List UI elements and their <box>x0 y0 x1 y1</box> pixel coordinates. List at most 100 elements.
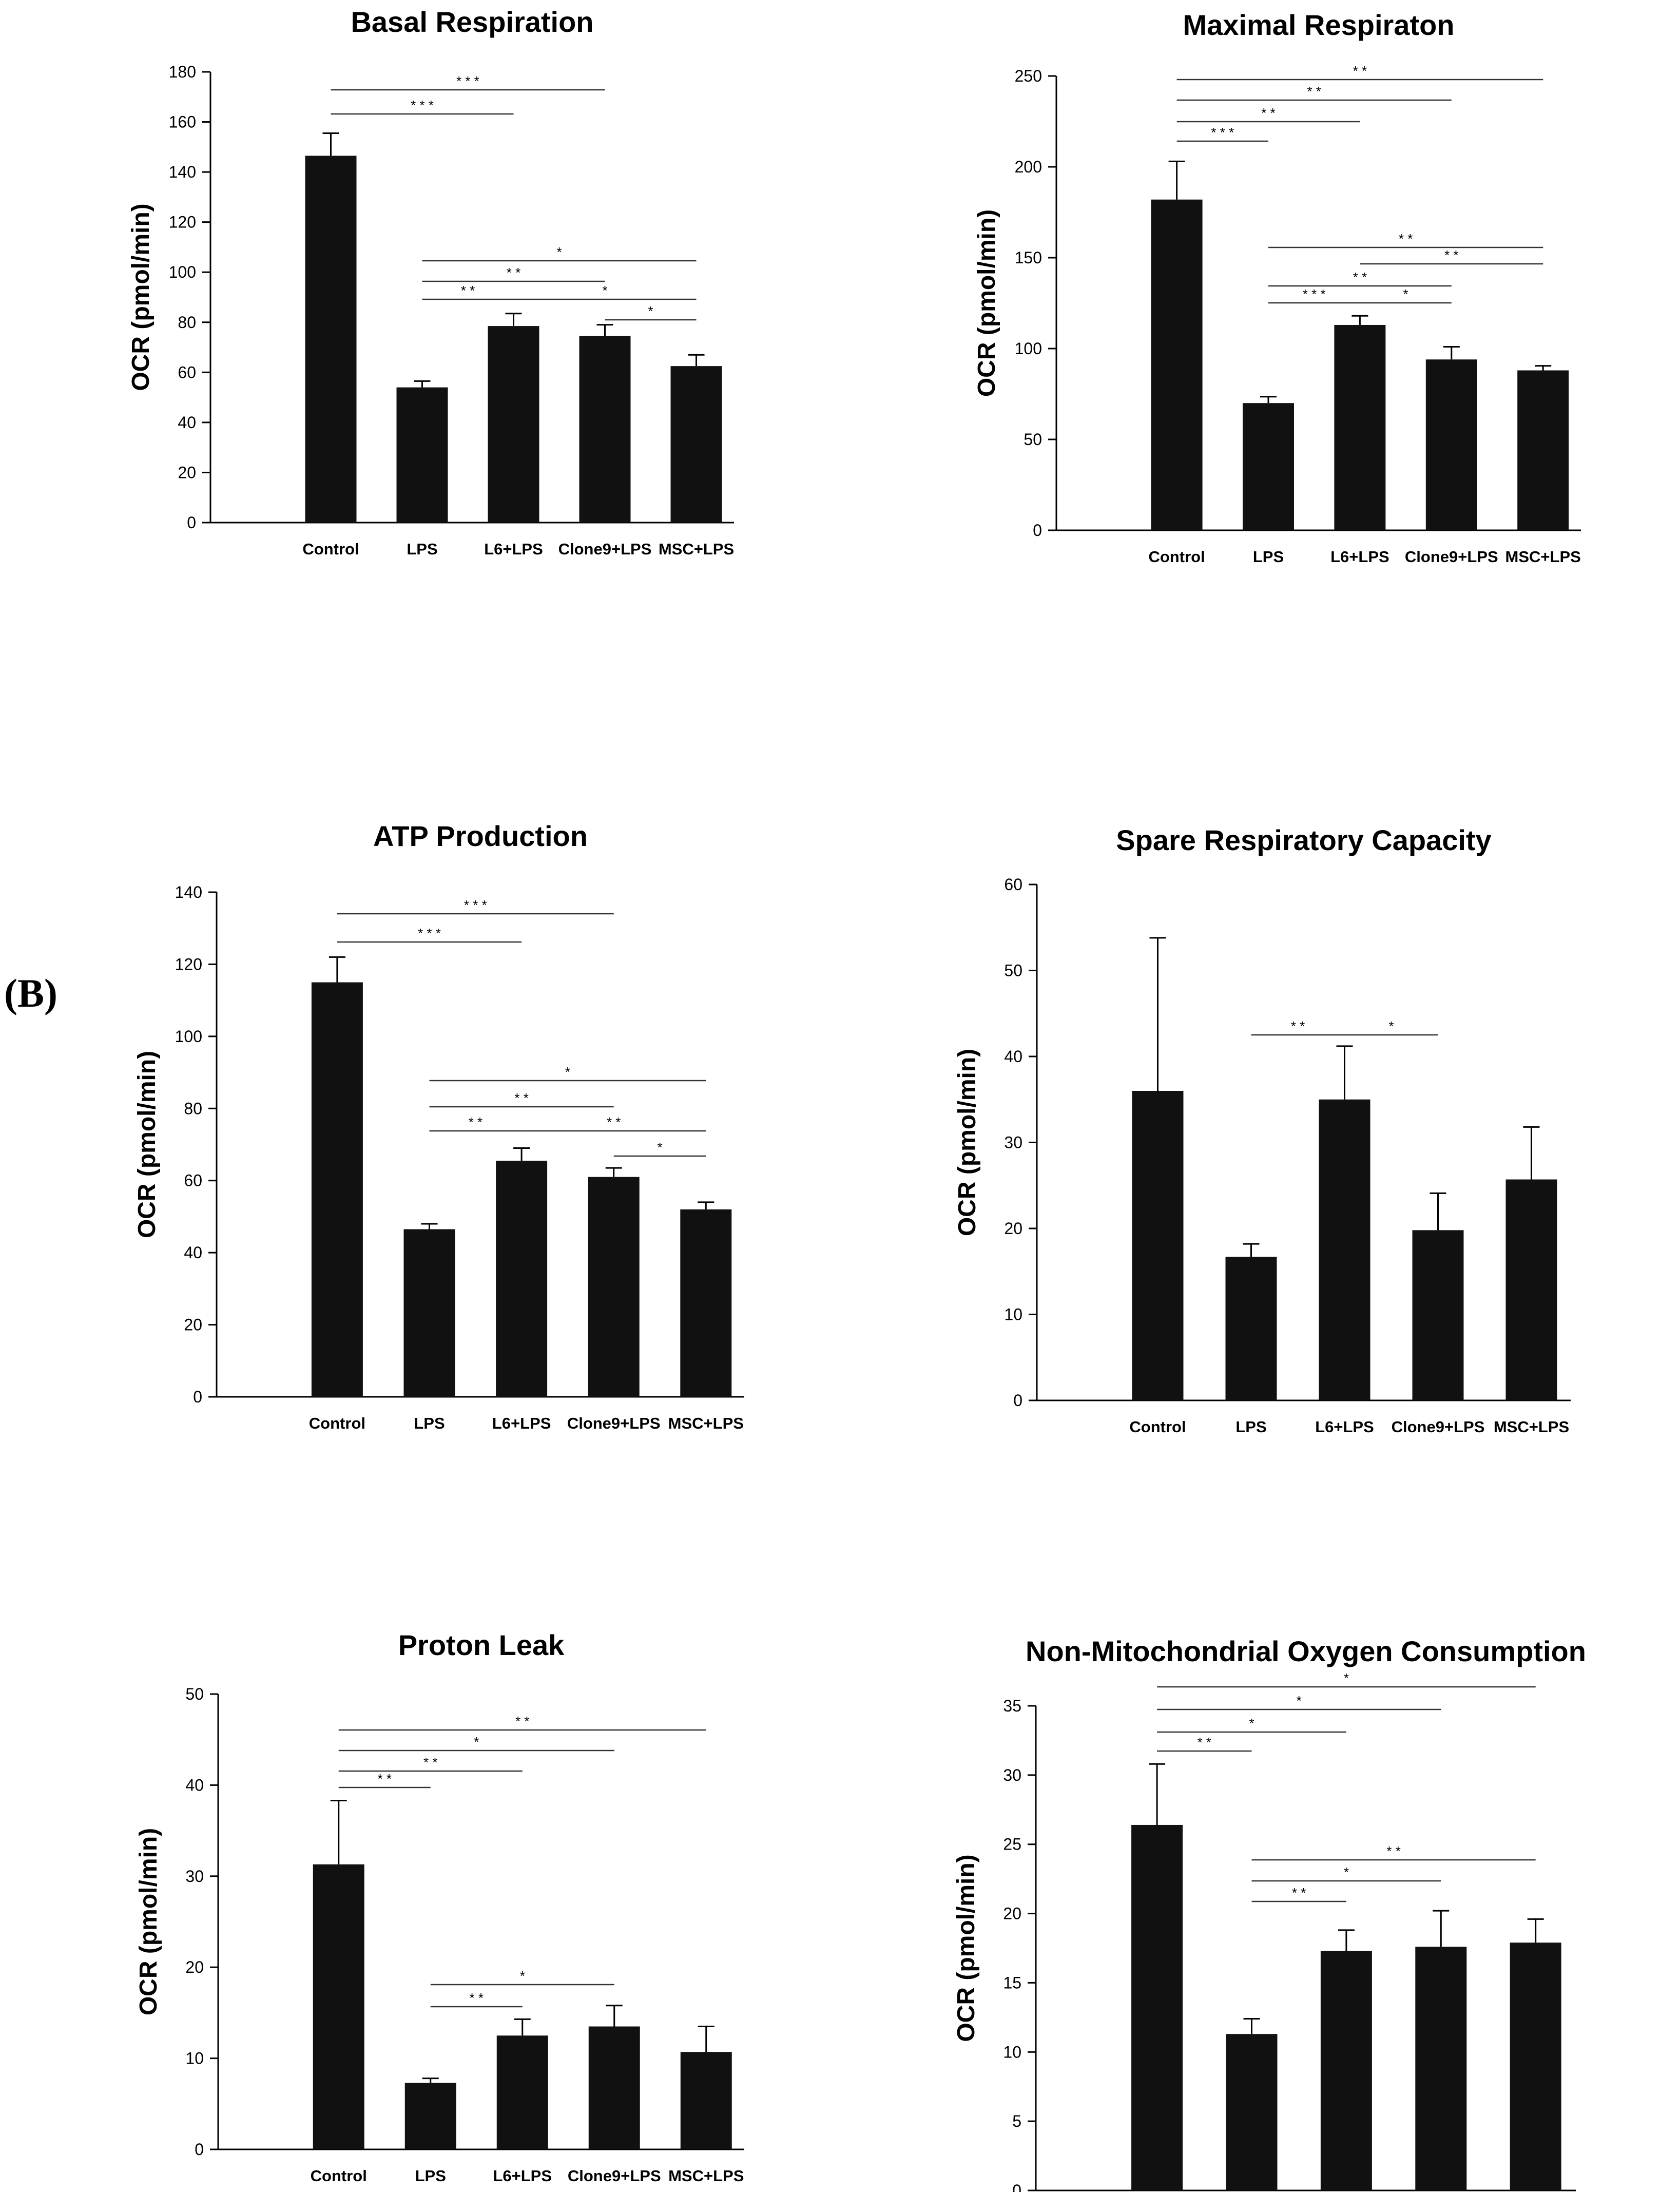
significance-label: * <box>1344 1864 1349 1880</box>
x-tick-label: Control <box>302 540 359 558</box>
y-tick-label: 20 <box>1003 1905 1021 1923</box>
y-tick-label: 100 <box>1015 339 1042 358</box>
significance-label: * * * <box>1211 125 1234 140</box>
significance-label: * <box>657 1140 662 1155</box>
y-tick-label: 0 <box>195 2140 204 2159</box>
y-tick-label: 60 <box>184 1171 202 1190</box>
x-tick-label: LPS <box>414 1414 445 1432</box>
y-tick-label: 150 <box>1015 248 1042 267</box>
bar-control <box>311 982 363 1397</box>
significance-label: * * * <box>418 926 441 941</box>
y-tick-label: 120 <box>175 955 202 973</box>
bar-lps <box>403 1229 455 1397</box>
y-axis-label: OCR (pmol/min) <box>973 209 1000 397</box>
significance-label: * * <box>1353 63 1367 79</box>
bar-control <box>313 1864 364 2149</box>
x-tick-label: Clone9+LPS <box>1392 1418 1485 1436</box>
bar-clone9-lps <box>588 2026 640 2149</box>
y-tick-label: 25 <box>1003 1835 1021 1854</box>
y-tick-label: 140 <box>169 163 196 181</box>
significance-label: * <box>565 1064 570 1080</box>
bar-lps <box>404 2083 456 2149</box>
chart-atp-production: ATP Production 0 20 40 60 80 100 120 140 OCR (pmo… <box>133 820 744 1432</box>
bar-control <box>305 156 357 523</box>
x-tick-label: LPS <box>1253 548 1284 566</box>
x-tick-label: L6+LPS <box>484 540 543 558</box>
y-tick-label: 0 <box>1012 2181 1021 2192</box>
bar-lps <box>1225 1257 1277 1400</box>
y-tick-label: 0 <box>1033 521 1042 540</box>
x-tick-label: L6+LPS <box>1330 548 1389 566</box>
significance-label: * * <box>378 1771 392 1786</box>
panel-label: (B) <box>4 971 57 1015</box>
bar-lps <box>396 387 448 523</box>
chart-proton-leak: Proton Leak 0 10 20 30 40 50 OCR (pmol/min) Cont… <box>135 1629 744 2185</box>
x-tick-label: Clone9+LPS <box>1405 548 1498 566</box>
x-tick-label: Clone9+LPS <box>568 2167 661 2185</box>
y-tick-label: 80 <box>178 313 196 332</box>
y-axis-label: OCR (pmol/min) <box>953 1854 980 2042</box>
y-tick-label: 40 <box>185 1776 204 1794</box>
bar-clone9-lps <box>1412 1230 1464 1400</box>
y-tick-label: 30 <box>1003 1766 1021 1784</box>
y-tick-label: 10 <box>1004 1305 1022 1324</box>
bar-clone9-lps <box>1425 359 1477 530</box>
bar-clone9-lps <box>579 336 631 523</box>
bar-l6-lps <box>496 1161 548 1397</box>
y-tick-label: 35 <box>1003 1697 1021 1715</box>
y-axis-label: OCR (pmol/min) <box>954 1049 981 1236</box>
y-tick-label: 20 <box>184 1316 202 1334</box>
significance-label: * * <box>1353 270 1367 285</box>
significance-label: * * <box>461 283 475 298</box>
significance-label: * * * <box>1303 286 1326 302</box>
bar-l6-lps <box>1334 324 1386 530</box>
significance-label: * * <box>469 1114 482 1130</box>
x-tick-label: Control <box>311 2167 367 2185</box>
significance-label: * * <box>507 265 520 280</box>
y-tick-label: 0 <box>1013 1391 1022 1410</box>
significance-label: * * <box>423 1755 437 1770</box>
bar-msc-lps <box>1505 1179 1557 1400</box>
bar-control <box>1132 1091 1184 1400</box>
chart-maximal-respiration: Maximal Respiraton 0 50 100 150 200 250 OCR (pm… <box>973 9 1581 566</box>
x-tick-label: Clone9+LPS <box>558 540 652 558</box>
chart-title: Spare Respiratory Capacity <box>1116 824 1491 856</box>
chart-title: Non-Mitochondrial Oxygen Consumption <box>1026 1635 1586 1667</box>
bar-clone9-lps <box>588 1177 640 1397</box>
significance-label: * <box>520 1968 525 1984</box>
y-tick-label: 160 <box>169 113 196 131</box>
y-tick-label: 50 <box>1004 962 1022 980</box>
bar-l6-lps <box>1319 1099 1370 1400</box>
x-tick-label: Control <box>1129 1418 1186 1436</box>
y-axis-label: OCR (pmol/min) <box>127 203 155 391</box>
significance-label: * * <box>1291 1018 1305 1034</box>
x-tick-label: Control <box>1148 548 1205 566</box>
significance-label: * * <box>1198 1735 1211 1750</box>
y-tick-label: 0 <box>187 513 196 532</box>
bar-msc-lps <box>680 1209 732 1397</box>
y-tick-label: 180 <box>169 63 196 81</box>
significance-label: * * <box>515 1714 529 1729</box>
x-tick-label: LPS <box>1235 1418 1266 1436</box>
y-tick-label: 5 <box>1012 2112 1021 2130</box>
significance-label: * * * <box>456 73 479 89</box>
significance-label: * <box>1403 286 1408 302</box>
x-tick-label: Control <box>309 1414 365 1432</box>
x-tick-label: MSC+LPS <box>668 2167 744 2185</box>
x-tick-label: LPS <box>407 540 437 558</box>
y-tick-label: 20 <box>178 463 196 482</box>
significance-label: * <box>474 1734 479 1749</box>
y-tick-label: 0 <box>193 1388 202 1406</box>
chart-title: Proton Leak <box>398 1629 565 1661</box>
bar-control <box>1151 199 1203 531</box>
significance-label: * * <box>1399 231 1413 246</box>
significance-label: * <box>648 303 653 319</box>
significance-label: * * <box>470 1990 484 2006</box>
y-tick-label: 15 <box>1003 1973 1021 1992</box>
significance-label: * * <box>1261 105 1275 121</box>
chart-title: Basal Respiration <box>351 6 593 38</box>
chart-non-mitochondrial-oxygen-consumption: Non-Mitochondrial Oxygen Consumption 0 5 10… <box>953 1635 1586 2192</box>
y-tick-label: 80 <box>184 1099 202 1118</box>
bar-l6-lps <box>488 326 539 523</box>
